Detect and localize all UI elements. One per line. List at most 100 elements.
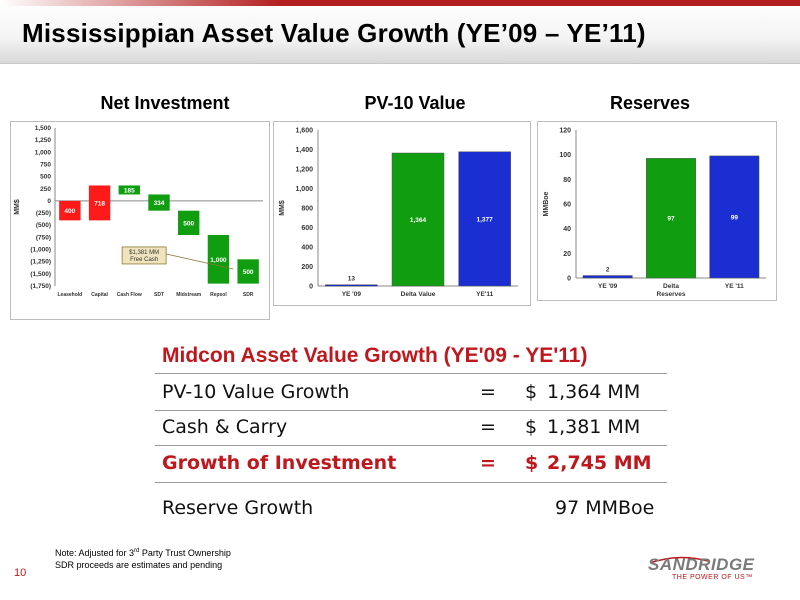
footnote-line2: SDR proceeds are estimates and pending: [55, 560, 223, 570]
x-tick-label: Midstream: [176, 292, 202, 298]
row-currency: $: [525, 416, 538, 438]
y-tick-label: 1,400: [295, 147, 313, 154]
y-tick-label: 0: [47, 198, 51, 205]
y-axis-label: MM$: [14, 199, 21, 215]
pv10-chart: 1,600 1,400 1,200 1,000 800 600 400 200 0 MM$ 13 YE…: [273, 121, 531, 306]
waterfall-bar: [118, 185, 140, 195]
y-tick-label: 500: [40, 174, 51, 181]
y-tick-label: (1,250): [30, 259, 51, 266]
net-investment-svg: 1,500 1,250 1,000 750 500 250 0 (250) (500) (750)…: [14, 125, 263, 298]
bar-value-label: 99: [731, 214, 739, 221]
reserves-heading: Reserves: [609, 93, 691, 113]
logo-tagline-text: THE POWER OF US: [672, 574, 746, 581]
row-label: Growth of Investment: [162, 452, 397, 474]
x-tick-label: YE '09: [598, 283, 618, 290]
y-axis-label: MM$: [279, 200, 286, 216]
pv10-svg: 1,600 1,400 1,200 1,000 800 600 400 200 0 MM$ 13 YE…: [279, 128, 518, 298]
row-value: 1,381 MM: [547, 416, 641, 438]
x-tick-label: Reserves: [657, 291, 686, 298]
summary-divider-top: [155, 373, 667, 374]
y-tick-label: 1,250: [35, 137, 52, 144]
summary-divider: [155, 410, 667, 411]
bar: [325, 284, 378, 287]
waterfall-bar: [178, 210, 200, 236]
footnote-line1-suffix: Party Trust Ownership: [139, 548, 231, 558]
y-tick-label: 1,600: [295, 128, 313, 135]
y-tick-label: (500): [36, 222, 51, 229]
annotation-box: [121, 246, 167, 265]
y-tick-label: 0: [309, 284, 313, 291]
annotation-line2: Free Cash: [130, 257, 158, 263]
bar-value-label: 2: [606, 267, 610, 274]
y-tick-label: 80: [563, 177, 571, 184]
y-tick-label: 120: [559, 128, 571, 135]
y-tick-label: 800: [301, 206, 313, 213]
x-tick-label: YE '09: [342, 291, 362, 298]
logo-tagline: THE POWER OF US™: [672, 574, 753, 581]
summary-row-pv10: PV-10 Value Growth = $ 1,364 MM: [162, 381, 662, 407]
bar-value-label: 334: [154, 200, 165, 207]
x-tick-label: Repsol: [210, 292, 227, 298]
annotation-line1: $1,381 MM: [129, 250, 159, 256]
bar-value-label: 718: [94, 200, 105, 207]
x-tick-label: Delta: [663, 283, 679, 290]
row-equals: =: [480, 381, 496, 403]
waterfall-bar: [207, 235, 230, 284]
y-tick-label: (1,000): [30, 247, 51, 254]
summary-divider-bottom: [155, 482, 667, 483]
bar-value-label: 400: [64, 208, 75, 215]
bar-value-label: 500: [183, 220, 194, 227]
bar: [646, 158, 696, 279]
summary-row-cash-carry: Cash & Carry = $ 1,381 MM: [162, 416, 662, 442]
row-label: Cash & Carry: [162, 416, 288, 438]
footnote: Note: Adjusted for 3rd Party Trust Owner…: [55, 545, 231, 571]
bar-value-label: 1,000: [210, 257, 227, 264]
summary-row-growth-investment: Growth of Investment = $ 2,745 MM: [162, 452, 662, 478]
y-tick-label: 60: [563, 202, 571, 209]
x-tick-label: SDR: [243, 292, 254, 298]
slide-header: Mississippian Asset Value Growth (YE’09 …: [0, 0, 800, 64]
slide-title: Mississippian Asset Value Growth (YE’09 …: [22, 18, 646, 48]
reserves-svg: 120 100 80 60 40 20 0 MMBoe 2 YE '09 97 DeltaReserv…: [543, 128, 766, 298]
x-tick-label: YE '11: [725, 283, 744, 290]
row-value: 2,745 MM: [547, 452, 652, 474]
waterfall-bar: [148, 194, 170, 211]
x-tick-label: YE'11: [476, 291, 493, 298]
x-tick-label: Leasehold: [57, 292, 82, 298]
page-number: 10: [14, 567, 27, 579]
footnote-superscript: rd: [134, 548, 140, 554]
waterfall-bar: [237, 259, 259, 284]
bar-value-label: 1,377: [477, 216, 494, 223]
net-investment-chart: 1,500 1,250 1,000 750 500 250 0 (250) (500) (750)…: [10, 121, 270, 320]
y-tick-label: 0: [567, 276, 571, 283]
x-tick-label: SDT: [154, 292, 164, 298]
row-equals: =: [480, 416, 496, 438]
waterfall-bar: [59, 200, 81, 221]
y-tick-label: 600: [301, 225, 313, 232]
y-tick-label: (1,750): [30, 283, 51, 290]
y-tick-label: 20: [563, 251, 571, 258]
y-tick-label: 40: [563, 226, 571, 233]
net-investment-heading: Net Investment: [100, 93, 230, 113]
y-tick-label: 1,000: [295, 186, 313, 193]
bar: [391, 152, 445, 287]
annotation-arrow: [166, 253, 234, 270]
header-accent-bar: [0, 0, 800, 6]
bar-value-label: 500: [243, 269, 254, 276]
bar-value-label: 97: [667, 216, 675, 223]
reserves-chart: 120 100 80 60 40 20 0 MMBoe 2 YE '09 97 Delta Reserv…: [537, 121, 777, 301]
x-tick-label: Capital: [91, 292, 108, 298]
y-tick-label: 400: [301, 245, 313, 252]
y-axis-label: MMBoe: [543, 191, 550, 216]
y-tick-label: 100: [559, 152, 571, 159]
y-tick-label: (750): [36, 234, 51, 241]
x-tick-label: Delta Value: [401, 291, 436, 298]
sandridge-logo: SANDRIDGE THE POWER OF US™: [648, 555, 778, 585]
y-tick-label: 1,200: [295, 167, 313, 174]
logo-wordmark: SANDRIDGE: [648, 555, 755, 574]
bar-value-label: 185: [124, 187, 135, 194]
y-tick-label: (250): [36, 210, 51, 217]
bar-value-label: 13: [348, 276, 356, 283]
row-value: 1,364 MM: [547, 381, 641, 403]
x-tick-label: Cash Flow: [117, 292, 142, 298]
